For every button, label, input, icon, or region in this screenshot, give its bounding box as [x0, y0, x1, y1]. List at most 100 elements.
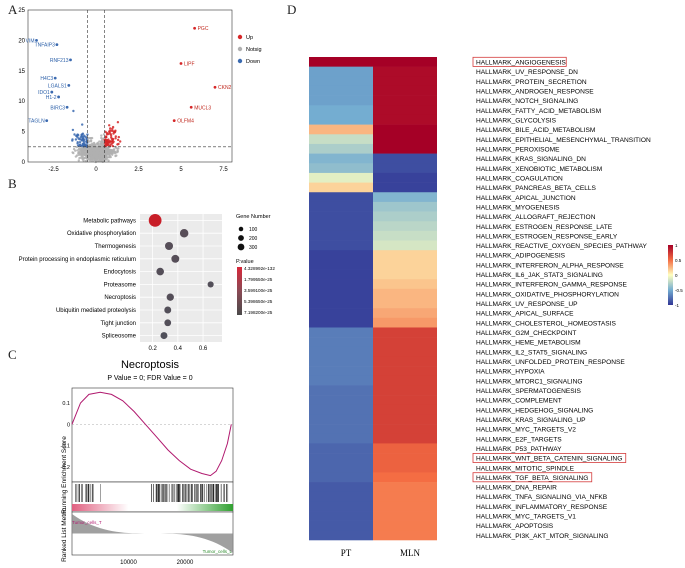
gsea-enrichment-curve: 0.1 0 -0.1 -0.2	[61, 387, 234, 483]
volcano-point	[50, 90, 54, 94]
heatmap-cell	[309, 346, 373, 357]
volcano-point	[108, 124, 111, 127]
heatmap-cell	[373, 501, 437, 512]
heatmap-cell	[309, 211, 373, 222]
heatmap-cell	[309, 279, 373, 290]
kegg-pathway-label: Protein processing in endoplasmic reticu…	[19, 257, 136, 263]
kegg-color-title: P.value	[236, 259, 254, 265]
kegg-pathway-label: Spliceosome	[102, 334, 137, 340]
heatmap-color-scale: 1 0.5 0 -0.5 -1	[668, 243, 683, 308]
volcano-gene-label: RNF213	[50, 58, 69, 64]
heatmap-cell	[373, 491, 437, 502]
volcano-point	[92, 155, 96, 158]
heatmap-cell	[309, 375, 373, 386]
kegg-bubble	[156, 267, 164, 276]
volcano-point	[87, 136, 90, 140]
volcano-point	[107, 149, 110, 152]
volcano-point	[213, 85, 217, 89]
kegg-bubble	[171, 254, 180, 263]
heatmap-row-label: HALLMARK_P53_PATHWAY	[476, 446, 562, 453]
heatmap-row-label: HALLMARK_PEROXISOME	[476, 147, 560, 154]
gsea-rank-gradient	[72, 504, 233, 511]
volcano-point	[89, 139, 93, 142]
heatmap-highlight-box	[472, 452, 627, 463]
volcano-point	[92, 150, 96, 154]
heatmap-cell	[309, 250, 373, 261]
volcano-x-tick: 2.5	[134, 167, 143, 173]
heatmap-row-label: HALLMARK_NOTCH_SIGNALING	[476, 98, 578, 105]
heatmap-cell	[309, 404, 373, 415]
volcano-point	[102, 133, 106, 136]
heatmap-row-label: HALLMARK_FATTY_ACID_METABOLISM	[476, 108, 601, 115]
gsea-enrichment-line	[71, 391, 232, 477]
heatmap-row-label: HALLMARK_MITOTIC_SPINDLE	[476, 465, 575, 472]
heatmap-cell	[373, 433, 437, 444]
volcano-point	[76, 142, 79, 145]
volcano-point	[95, 154, 99, 157]
volcano-point	[74, 138, 78, 141]
heatmap-cells	[309, 57, 437, 541]
kegg-pathway-label: Ubiquitin mediated proteolysis	[56, 308, 136, 314]
heatmap-row-label: HALLMARK_TGF_BETA_SIGNALING	[476, 475, 588, 482]
heatmap-row-label: HALLMARK_COMPLEMENT	[476, 398, 562, 405]
volcano-point	[104, 140, 107, 144]
heatmap-row-label: HALLMARK_ESTROGEN_RESPONSE_LATE	[476, 224, 613, 231]
panel-label-b: B	[8, 176, 17, 191]
heatmap-row-label: HALLMARK_XENOBIOTIC_METABOLISM	[476, 166, 602, 173]
heatmap-row-label: HALLMARK_APOPTOSIS	[476, 523, 554, 530]
heatmap-cell	[309, 201, 373, 212]
heatmap-cell	[373, 404, 437, 415]
heatmap-scale-tick: -0.5	[675, 288, 683, 293]
gsea-y-tick: 0.1	[62, 401, 70, 407]
heatmap-cell	[309, 317, 373, 328]
heatmap-row-label: HALLMARK_GLYCOLYSIS	[476, 118, 557, 125]
heatmap-cell	[309, 385, 373, 396]
heatmap-cell	[373, 462, 437, 473]
volcano-legend: Up Notsig Down	[237, 34, 262, 65]
heatmap-row-label: HALLMARK_COAGULATION	[476, 176, 563, 183]
gsea-ylabel-bottom: Ranked List Metric	[61, 507, 68, 562]
volcano-point	[104, 150, 108, 153]
gsea-x-tick: 10000	[120, 560, 137, 566]
volcano-point	[117, 142, 120, 146]
volcano-gene-label: IDO1	[38, 90, 50, 96]
kegg-color-label: 3.599100e-25	[244, 288, 273, 293]
volcano-point	[119, 140, 122, 143]
kegg-bubbles	[148, 214, 214, 340]
kegg-bubble	[166, 293, 174, 301]
kegg-bubble	[179, 228, 189, 238]
kegg-color-label: 4.328992e-132	[244, 266, 275, 271]
heatmap-cell	[309, 66, 373, 77]
volcano-gene-label: BIRC3	[50, 105, 65, 111]
heatmap-cell	[309, 85, 373, 96]
heatmap-cell	[309, 424, 373, 435]
heatmap-cell	[309, 472, 373, 483]
heatmap-cell	[309, 163, 373, 174]
heatmap-cell	[373, 530, 437, 541]
volcano-point	[99, 146, 103, 150]
panel-label-c: C	[8, 347, 17, 362]
volcano-point	[96, 141, 99, 145]
heatmap-cell	[373, 230, 437, 241]
volcano-y-tick: 15	[18, 69, 25, 75]
gsea-label-right: Tumor_cells_L	[203, 549, 233, 554]
heatmap-cell	[309, 192, 373, 203]
volcano-gene-label: H1-2	[46, 95, 57, 101]
heatmap-cell	[373, 153, 437, 164]
volcano-point	[93, 147, 96, 150]
heatmap-cell	[373, 105, 437, 116]
volcano-point	[110, 136, 113, 139]
heatmap-row-label: HALLMARK_UNFOLDED_PROTEIN_RESPONSE	[476, 359, 625, 366]
kegg-bubble	[164, 241, 174, 251]
volcano-point	[84, 135, 87, 139]
volcano-point	[100, 134, 103, 137]
kegg-grid: 0.20.40.6Rich Factor	[140, 214, 222, 350]
volcano-point	[35, 39, 38, 42]
gsea-y-tick: 0	[67, 422, 70, 428]
heatmap-cell	[373, 250, 437, 261]
volcano-point	[81, 123, 84, 126]
volcano-point	[86, 133, 89, 136]
volcano-gene-label: TAGLN	[28, 119, 45, 125]
heatmap-cell	[373, 279, 437, 290]
heatmap-cell	[309, 327, 373, 338]
